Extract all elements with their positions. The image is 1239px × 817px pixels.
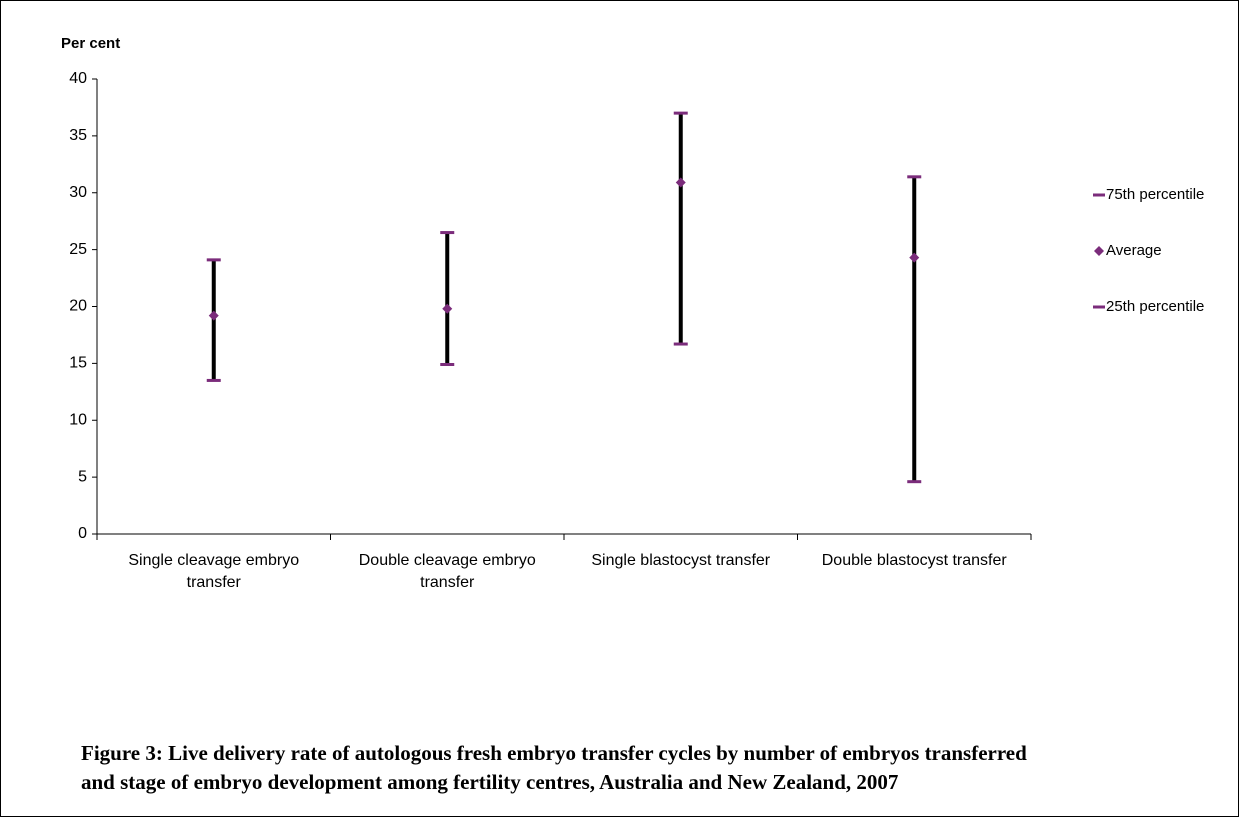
- data-marker: [442, 303, 453, 314]
- x-tick-label: Single cleavage embryo transfer: [128, 552, 300, 591]
- x-tick-label: Double cleavage embryo transfer: [358, 552, 536, 591]
- y-tick-label: 35: [69, 127, 87, 144]
- x-tick-label: Double blastocyst transfer: [821, 552, 1007, 569]
- legend-label: 75th percentile: [1106, 186, 1204, 203]
- legend-marker: [1094, 246, 1104, 256]
- y-tick-label: 15: [69, 355, 87, 372]
- legend-label: Average: [1106, 242, 1162, 259]
- data-marker: [208, 310, 219, 321]
- data-marker: [675, 177, 686, 188]
- y-tick-label: 20: [69, 298, 87, 315]
- y-axis-label: Per cent: [61, 35, 120, 52]
- y-tick-label: 30: [69, 184, 87, 201]
- data-marker: [909, 252, 920, 263]
- legend-label: 25th percentile: [1106, 298, 1204, 315]
- y-tick-label: 40: [69, 70, 87, 87]
- y-tick-label: 0: [78, 525, 87, 542]
- chart-title: Figure 3: Live delivery rate of autologo…: [81, 741, 1027, 794]
- y-tick-label: 5: [78, 468, 87, 485]
- x-tick-label: Single blastocyst transfer: [591, 552, 771, 569]
- y-tick-label: 10: [69, 411, 87, 428]
- y-tick-label: 25: [69, 241, 87, 258]
